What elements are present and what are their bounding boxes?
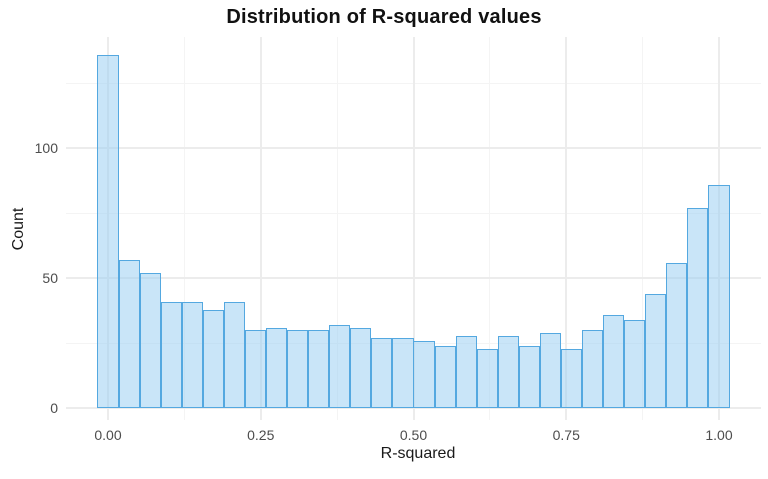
x-tick-label: 0.25 (247, 427, 275, 443)
histogram-bar (371, 338, 393, 409)
histogram-bar (350, 327, 372, 409)
histogram-bar (708, 184, 730, 409)
histogram-bar (645, 293, 667, 409)
histogram-bar (97, 54, 119, 409)
x-minor-gridline (336, 37, 338, 420)
histogram-bar (518, 345, 540, 409)
histogram-bar (603, 314, 625, 409)
y-tick-label: 0 (50, 400, 58, 417)
histogram-bar (434, 345, 456, 409)
histogram-bar (266, 327, 288, 409)
x-tick-label: 0.50 (399, 427, 428, 443)
x-tick-label: 1.00 (705, 427, 733, 443)
histogram-bar (202, 309, 224, 409)
x-minor-gridline (642, 37, 644, 420)
x-tick-label: 0.00 (94, 427, 122, 443)
x-axis-title: R-squared (380, 445, 456, 462)
histogram-bar (329, 325, 351, 409)
histogram-bar (539, 332, 561, 409)
histogram-bar (687, 208, 709, 409)
y-tick-label: 100 (34, 140, 58, 157)
x-minor-gridline (489, 37, 491, 420)
histogram-bar (666, 262, 688, 409)
x-major-gridline (412, 37, 415, 420)
histogram-bar (497, 335, 519, 409)
x-major-gridline (565, 37, 568, 420)
histogram-bar (118, 260, 140, 409)
x-major-gridline (259, 37, 262, 420)
x-tick-label: 0.75 (552, 427, 580, 443)
histogram-bar (455, 335, 477, 409)
histogram-bar (223, 301, 245, 409)
histogram-bar (476, 348, 498, 409)
histogram-bar (582, 330, 604, 409)
histogram-bar (181, 301, 203, 409)
x-minor-gridline (183, 37, 185, 420)
histogram-bar (139, 273, 161, 409)
histogram-bar (308, 330, 330, 409)
histogram-bar (392, 338, 414, 409)
chart-title: Distribution of R-squared values (226, 6, 542, 28)
histogram-bar (287, 330, 309, 409)
y-axis-title: Count (10, 207, 27, 251)
histogram-bar (624, 319, 646, 409)
histogram-bar (413, 340, 435, 409)
histogram-bar (160, 301, 182, 409)
histogram-bar (244, 330, 267, 409)
histogram-bar (560, 348, 583, 409)
y-tick-label: 50 (42, 270, 58, 287)
